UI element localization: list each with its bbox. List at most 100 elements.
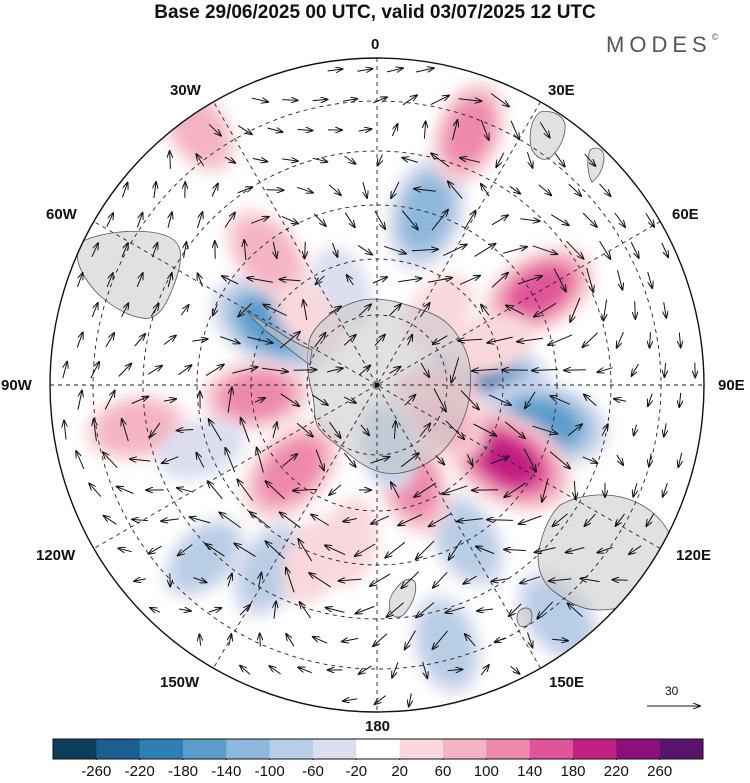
wind-vector — [359, 665, 372, 674]
wind-vector — [147, 366, 162, 375]
wind-vector — [209, 419, 222, 442]
colorbar-tick-label: 20 — [391, 763, 409, 780]
wind-vector — [539, 122, 549, 137]
wind-vector — [198, 273, 203, 287]
wind-vector — [267, 128, 283, 132]
wind-vector — [327, 368, 343, 372]
wind-vector — [574, 480, 575, 499]
wind-vector — [566, 240, 584, 259]
wind-vector — [408, 335, 413, 346]
wind-vector — [315, 449, 324, 471]
colorbar-tick-label: 220 — [603, 763, 629, 780]
wind-vector — [458, 339, 483, 340]
brand-name: MODES — [606, 32, 712, 57]
wind-vector — [372, 277, 387, 284]
wind-vector — [244, 240, 246, 261]
wind-vector — [252, 158, 268, 161]
wind-vector — [222, 276, 239, 285]
wind-vector — [648, 393, 652, 406]
wind-vector — [416, 68, 434, 73]
wind-vector — [582, 332, 598, 347]
anomaly-contour — [445, 99, 493, 166]
wind-vector — [451, 357, 460, 383]
wind-vector — [457, 519, 483, 522]
wind-vector — [179, 609, 191, 611]
wind-vector — [535, 547, 556, 553]
wind-vector — [163, 336, 176, 345]
wind-vector — [343, 452, 355, 467]
wind-vector — [679, 392, 680, 407]
wind-vector — [332, 242, 338, 257]
wind-vector — [131, 397, 149, 404]
wind-vector — [645, 212, 654, 227]
wind-vector — [193, 577, 206, 583]
wind-vector — [452, 120, 458, 141]
wind-vector — [136, 273, 143, 288]
wind-vector — [567, 424, 582, 437]
wind-vector — [343, 335, 356, 346]
wind-vector — [106, 213, 113, 228]
wind-vector — [435, 455, 445, 465]
wind-vector — [180, 305, 188, 316]
wind-vector — [445, 420, 464, 439]
wind-vector — [162, 456, 179, 464]
wind-vector — [504, 550, 526, 551]
wind-vector — [286, 568, 295, 593]
wind-vector — [510, 665, 520, 674]
label-lon-150w: 150W — [160, 674, 200, 691]
wind-vector — [219, 512, 241, 529]
wind-vector — [506, 305, 525, 316]
wind-vector — [325, 545, 346, 556]
wind-vector — [240, 666, 251, 675]
wind-vector — [357, 69, 373, 72]
wind-vector — [551, 639, 568, 641]
wind-vector — [296, 186, 313, 192]
wind-vector — [208, 481, 223, 500]
wind-vector — [405, 630, 416, 650]
wind-vector — [549, 579, 572, 581]
wind-vector — [177, 430, 194, 431]
wind-vector — [90, 362, 99, 379]
wind-vector — [343, 699, 358, 701]
south-pole-marker — [374, 382, 380, 388]
graticule — [50, 58, 704, 712]
wind-vector — [616, 454, 623, 465]
wind-vector — [460, 390, 479, 410]
wind-vector — [313, 213, 326, 226]
wind-vector — [491, 215, 508, 226]
wind-vector — [363, 181, 367, 198]
wind-vector — [599, 183, 611, 196]
wind-vector — [387, 602, 404, 617]
wind-vector — [400, 453, 419, 468]
wind-vector — [617, 332, 624, 348]
wind-vector — [488, 394, 511, 405]
label-lon-30e: 30E — [548, 82, 575, 99]
wind-vector — [241, 418, 250, 443]
wind-vector — [411, 249, 438, 250]
wind-vector — [213, 304, 218, 316]
wind-vector — [568, 183, 581, 196]
wind-vector — [504, 421, 525, 439]
anomaly-contour — [157, 418, 245, 480]
wind-vector — [481, 184, 490, 197]
anomaly-contour — [96, 401, 176, 454]
meridian-60e-120w — [93, 221, 661, 549]
wind-vector — [220, 336, 239, 344]
wind-vector — [402, 158, 418, 163]
wind-vector — [537, 601, 554, 618]
wind-vector — [448, 181, 463, 199]
wind-vector — [103, 452, 118, 469]
wind-vector — [163, 399, 176, 401]
wind-vector — [121, 303, 129, 318]
wind-vector — [134, 579, 146, 581]
wind-vector — [473, 423, 497, 436]
brand-logo: MODES© — [606, 32, 718, 58]
wind-vector — [358, 129, 372, 131]
wind-vector — [192, 339, 207, 341]
wind-vector — [311, 515, 330, 526]
wind-vector — [154, 182, 156, 199]
colorbar-swatch — [486, 739, 530, 759]
label-lon-180: 180 — [365, 718, 391, 735]
wind-vector — [328, 184, 341, 195]
wind-vector — [206, 544, 225, 557]
